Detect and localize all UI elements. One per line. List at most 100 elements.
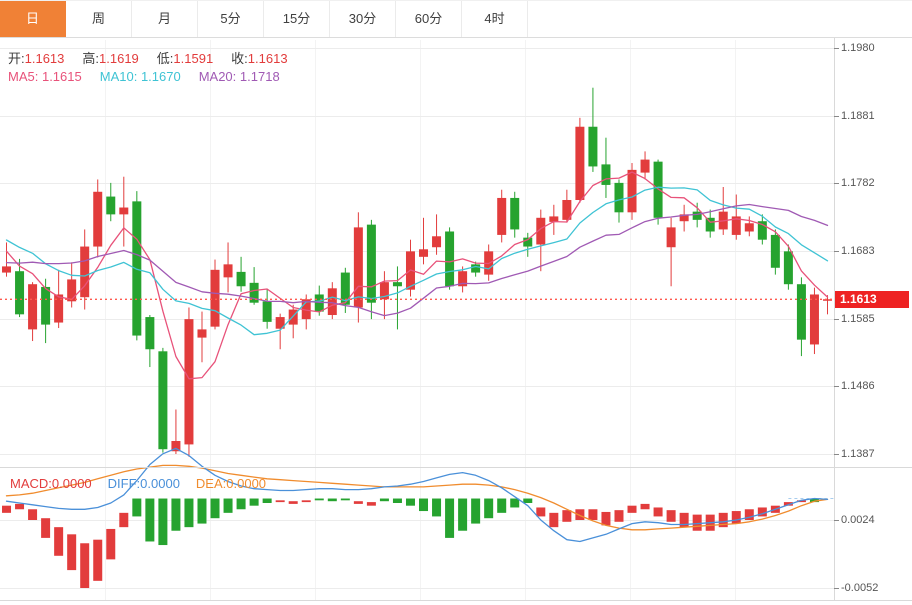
candle[interactable] — [445, 227, 455, 290]
macd-bar[interactable] — [458, 498, 468, 531]
macd-bar[interactable] — [327, 498, 337, 502]
macd-bar[interactable] — [67, 534, 77, 571]
candle[interactable] — [562, 189, 572, 223]
candle[interactable] — [471, 261, 481, 277]
macd-bar[interactable] — [119, 512, 129, 528]
macd-bar[interactable] — [627, 505, 637, 513]
candle[interactable] — [93, 179, 103, 258]
candle[interactable] — [458, 266, 468, 293]
macd-bar[interactable] — [653, 507, 663, 517]
macd-bar[interactable] — [93, 539, 103, 581]
macd-bar[interactable] — [262, 498, 272, 503]
macd-bar[interactable] — [41, 518, 51, 538]
macd-bar[interactable] — [249, 498, 259, 506]
candle[interactable] — [275, 313, 285, 350]
macd-bar[interactable] — [510, 498, 520, 508]
macd-bar[interactable] — [2, 505, 12, 513]
macd-bar[interactable] — [601, 511, 611, 526]
macd-bar[interactable] — [80, 543, 90, 588]
candle[interactable] — [119, 176, 129, 247]
macd-bar[interactable] — [575, 509, 585, 520]
macd-bar[interactable] — [405, 498, 415, 506]
macd-bar[interactable] — [523, 498, 533, 503]
macd-bar[interactable] — [796, 500, 806, 503]
candle[interactable] — [2, 242, 12, 277]
macd-bar[interactable] — [692, 514, 702, 531]
candle[interactable] — [353, 212, 363, 323]
macd-bar[interactable] — [614, 510, 624, 522]
candle[interactable] — [510, 191, 520, 238]
macd-bar[interactable] — [301, 500, 311, 503]
macd-bar[interactable] — [497, 498, 507, 513]
macd-bar[interactable] — [536, 507, 546, 517]
macd-bar[interactable] — [314, 498, 324, 501]
macd-bar[interactable] — [275, 500, 285, 503]
macd-bar[interactable] — [106, 528, 116, 560]
candle[interactable] — [536, 209, 546, 272]
macd-bar[interactable] — [640, 503, 650, 510]
candle[interactable] — [432, 214, 442, 255]
candle[interactable] — [757, 214, 767, 245]
macd-bar[interactable] — [223, 498, 233, 513]
candle[interactable] — [770, 229, 780, 275]
candle[interactable] — [484, 244, 494, 281]
macd-bar[interactable] — [184, 498, 194, 528]
macd-bar[interactable] — [158, 498, 168, 546]
macd-bar[interactable] — [236, 498, 246, 510]
tab-月[interactable]: 月 — [132, 1, 198, 37]
candle[interactable] — [419, 217, 429, 265]
macd-bar[interactable] — [471, 498, 481, 524]
tab-日[interactable]: 日 — [0, 1, 66, 37]
macd-bar[interactable] — [549, 512, 559, 528]
macd-bar[interactable] — [54, 527, 64, 556]
macd-bar[interactable] — [392, 498, 402, 503]
macd-bar[interactable] — [340, 498, 350, 501]
macd-bar[interactable] — [783, 502, 793, 506]
candle[interactable] — [41, 278, 51, 344]
tab-5分[interactable]: 5分 — [198, 1, 264, 37]
candle[interactable] — [301, 294, 311, 330]
tab-15分[interactable]: 15分 — [264, 1, 330, 37]
candle[interactable] — [718, 186, 728, 235]
candle[interactable] — [523, 232, 533, 257]
macd-bar[interactable] — [744, 509, 754, 520]
candle[interactable] — [327, 282, 337, 320]
tab-60分[interactable]: 60分 — [396, 1, 462, 37]
candle[interactable] — [640, 151, 650, 180]
macd-bar[interactable] — [28, 509, 38, 520]
tab-4时[interactable]: 4时 — [462, 1, 528, 37]
candle[interactable] — [171, 409, 181, 454]
candle[interactable] — [15, 258, 25, 318]
macd-bar[interactable] — [718, 512, 728, 528]
candle[interactable] — [145, 315, 155, 368]
candle[interactable] — [106, 182, 116, 222]
macd-bar[interactable] — [757, 507, 767, 517]
candle[interactable] — [28, 282, 38, 342]
macd-bar[interactable] — [366, 502, 376, 506]
candle[interactable] — [588, 87, 598, 172]
macd-bar[interactable] — [588, 509, 598, 520]
macd-bar[interactable] — [197, 498, 207, 524]
candle[interactable] — [67, 262, 77, 308]
candle[interactable] — [666, 217, 676, 287]
candle[interactable] — [744, 216, 754, 237]
tab-30分[interactable]: 30分 — [330, 1, 396, 37]
candle[interactable] — [54, 269, 64, 329]
candle[interactable] — [392, 266, 402, 330]
candle[interactable] — [731, 194, 741, 240]
macd-bar[interactable] — [145, 498, 155, 542]
candle[interactable] — [679, 204, 689, 232]
macd-bar[interactable] — [171, 498, 181, 531]
candle[interactable] — [614, 179, 624, 223]
candle[interactable] — [379, 271, 389, 320]
candle[interactable] — [366, 219, 376, 320]
macd-bar[interactable] — [445, 498, 455, 538]
macd-bar[interactable] — [562, 510, 572, 522]
candle[interactable] — [575, 117, 585, 203]
tab-周[interactable]: 周 — [66, 1, 132, 37]
candle[interactable] — [796, 277, 806, 357]
macd-bar[interactable] — [379, 498, 389, 502]
candle[interactable] — [497, 189, 507, 243]
candle[interactable] — [288, 304, 298, 339]
macd-bar[interactable] — [132, 498, 142, 517]
